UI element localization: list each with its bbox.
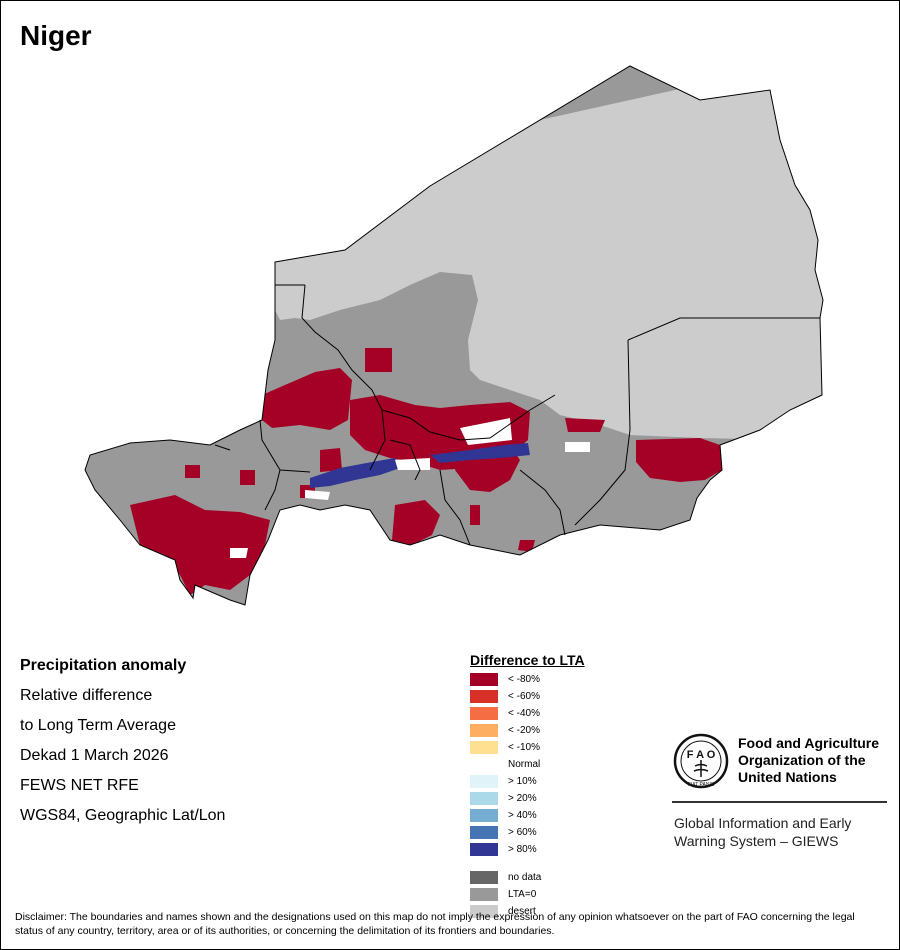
- legend-label: LTA=0: [508, 888, 537, 900]
- legend-swatch: [470, 689, 498, 703]
- wet-anomaly-patches: [230, 418, 590, 558]
- national-border: [84, 65, 824, 606]
- region-boundaries: [214, 284, 820, 546]
- legend-swatch: [470, 740, 498, 754]
- legend-swatch: [470, 672, 498, 686]
- map-info: Precipitation anomaly Relative differenc…: [20, 656, 225, 836]
- niger-map: [84, 65, 824, 606]
- legend-swatch: [470, 757, 498, 771]
- legend-label: desert: [508, 905, 536, 917]
- legend-label: > 20%: [508, 792, 537, 804]
- legend-label: < -40%: [508, 707, 540, 719]
- svg-text:FIAT PANIS: FIAT PANIS: [688, 782, 715, 788]
- legend-item: > 10%: [470, 774, 537, 788]
- legend-label: > 10%: [508, 775, 537, 787]
- legend-item: < -60%: [470, 689, 540, 703]
- giews-line-2: Warning System – GIEWS: [674, 833, 839, 849]
- legend-swatch: [470, 870, 498, 884]
- fao-name-line-1: Food and Agriculture: [738, 735, 880, 751]
- legend-item: > 80%: [470, 842, 537, 856]
- legend-item: LTA=0: [470, 887, 536, 901]
- legend-label: < -20%: [508, 724, 540, 736]
- disclaimer: Disclaimer: The boundaries and names sho…: [15, 911, 855, 937]
- info-line-3: Dekad 1 March 2026: [20, 747, 169, 764]
- legend-title: Difference to LTA: [470, 652, 585, 668]
- legend-label: Normal: [508, 758, 541, 770]
- legend-label: no data: [508, 871, 542, 883]
- fao-logo-block: F A O FIAT PANIS Food and Agriculture Or…: [672, 733, 887, 849]
- legend-item: < -10%: [470, 740, 540, 754]
- fao-name: Food and Agriculture Organization of the…: [738, 735, 900, 786]
- legend: Difference to LTA < -80% < -60% < -40% <…: [470, 652, 585, 918]
- legend-item: < -80%: [470, 672, 540, 686]
- legend-swatch: [470, 791, 498, 805]
- fao-name-line-2: Organization of the: [738, 752, 866, 768]
- legend-item: < -20%: [470, 723, 540, 737]
- legend-swatch: [470, 723, 498, 737]
- legend-label: > 40%: [508, 809, 537, 821]
- fao-name-line-3: United Nations: [738, 769, 837, 785]
- legend-label: < -10%: [508, 741, 540, 753]
- legend-swatch: [470, 887, 498, 901]
- giews-line-1: Global Information and Early: [674, 815, 852, 831]
- info-heading: Precipitation anomaly: [20, 657, 187, 674]
- legend-label: > 60%: [508, 826, 537, 838]
- legend-swatch: [470, 842, 498, 856]
- info-line-2: to Long Term Average: [20, 717, 176, 734]
- legend-swatch: [470, 904, 498, 918]
- legend-swatch: [470, 774, 498, 788]
- giews-label: Global Information and Early Warning Sys…: [674, 814, 889, 850]
- info-line-1: Relative difference: [20, 687, 153, 704]
- legend-item: Normal: [470, 757, 540, 771]
- info-line-4: FEWS NET RFE: [20, 777, 139, 794]
- legend-swatch: [470, 808, 498, 822]
- legend-item: > 40%: [470, 808, 537, 822]
- legend-item: > 20%: [470, 791, 537, 805]
- legend-item: no data: [470, 870, 541, 884]
- legend-swatch: [470, 825, 498, 839]
- fao-seal-icon: F A O FIAT PANIS: [673, 733, 729, 789]
- fao-divider: [672, 801, 887, 803]
- legend-label: > 80%: [508, 843, 537, 855]
- legend-label: < -60%: [508, 690, 540, 702]
- info-line-5: WGS84, Geographic Lat/Lon: [20, 807, 226, 824]
- legend-item: < -40%: [470, 706, 540, 720]
- svg-text:F A O: F A O: [687, 749, 716, 761]
- map-title: Niger: [20, 20, 92, 51]
- legend-item: desert: [470, 904, 536, 918]
- legend-swatch: [470, 706, 498, 720]
- legend-item: > 60%: [470, 825, 537, 839]
- legend-label: < -80%: [508, 673, 540, 685]
- desert-zone: [270, 66, 823, 440]
